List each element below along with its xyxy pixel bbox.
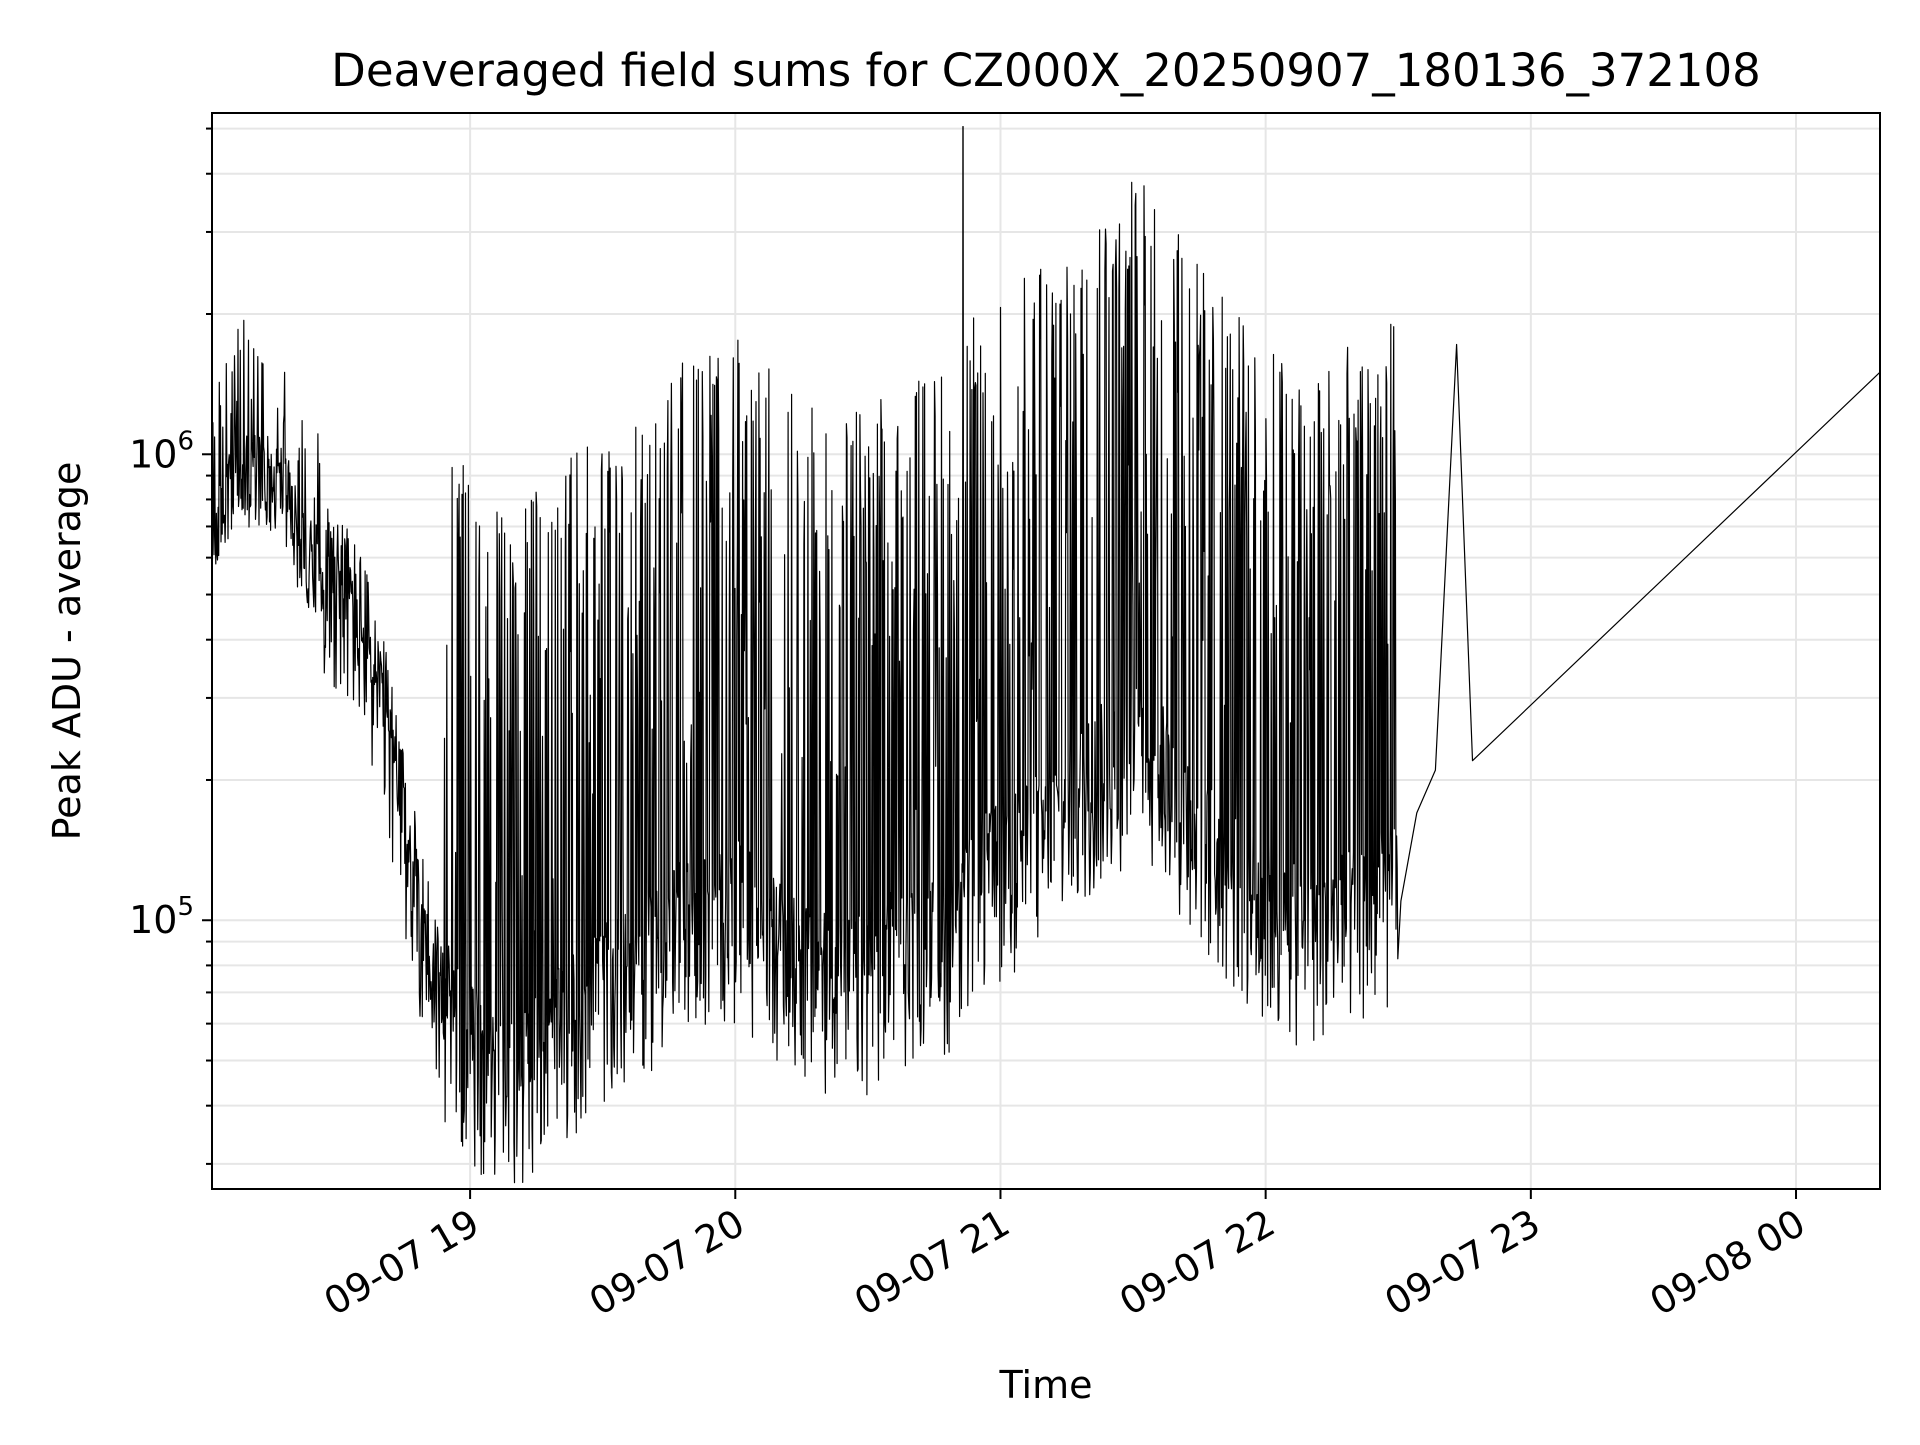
- plot-frame: [211, 112, 1881, 1190]
- y-axis-label: Peak ADU - average: [45, 462, 89, 841]
- series-group: [212, 126, 1881, 1184]
- x-axis-label: Time: [999, 1363, 1093, 1407]
- y-tick-label: 106: [129, 426, 194, 476]
- series-line: [212, 126, 1881, 1184]
- chart-title: Deaveraged field sums for CZ000X_2025090…: [331, 44, 1761, 97]
- y-tick-label: 105: [129, 892, 194, 942]
